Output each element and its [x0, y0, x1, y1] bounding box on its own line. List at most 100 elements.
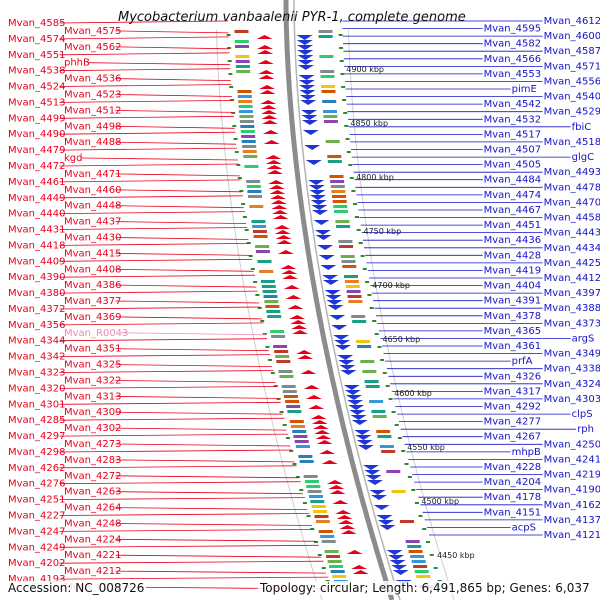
left-leader-line	[59, 68, 231, 72]
forward-gene	[326, 480, 343, 484]
reverse-gene	[320, 265, 337, 270]
forward-gene	[260, 105, 277, 109]
gene-feature	[344, 280, 359, 283]
reverse-gene	[389, 560, 406, 565]
right-gene-label: pimE	[512, 84, 537, 95]
left-gene-label: Mvan_4499	[8, 113, 65, 124]
gene-feature	[304, 480, 319, 483]
left-gene-label: Mvan_4248	[64, 519, 121, 530]
tick-mark	[232, 125, 237, 127]
forward-gene	[261, 120, 278, 124]
left-gene-label: Mvan_4221	[64, 550, 121, 561]
left-leader-line	[59, 20, 229, 24]
left-leader-line	[59, 370, 274, 373]
left-leader-line	[115, 475, 299, 479]
reverse-gene	[345, 395, 362, 400]
forward-gene	[274, 225, 291, 229]
left-gene-label: Mvan_4272	[64, 471, 121, 482]
forward-gene	[260, 100, 277, 104]
left-gene-label: Mvan_4263	[64, 487, 121, 498]
left-leader-line	[115, 46, 230, 50]
right-gene-label: Mvan_4595	[484, 24, 541, 35]
forward-gene	[314, 430, 331, 434]
gene-feature	[334, 210, 348, 213]
reverse-gene	[379, 525, 396, 530]
gene-feature	[381, 450, 396, 453]
forward-gene	[257, 45, 273, 49]
forward-gene	[256, 35, 273, 39]
gene-feature	[352, 320, 367, 323]
topology-text: Topology: circular; Length: 6,491,865 bp…	[258, 581, 592, 595]
right-gene-label: Mvan_4388	[544, 303, 600, 314]
gene-feature	[237, 90, 252, 93]
left-gene-label: Mvan_4323	[8, 368, 65, 379]
left-leader-line	[59, 306, 261, 310]
left-leader-line	[59, 354, 271, 357]
reverse-gene	[297, 55, 314, 60]
left-leader-line	[59, 290, 258, 294]
right-gene-label: Mvan_4582	[484, 39, 541, 50]
reverse-gene	[388, 555, 405, 560]
reverse-gene	[369, 490, 386, 495]
gene-feature	[346, 290, 361, 293]
reverse-gene	[296, 35, 313, 40]
right-gene-label: Mvan_4556	[544, 77, 600, 88]
kbp-mark: 4700 kbp	[372, 281, 410, 290]
tick-mark	[341, 86, 346, 88]
gene-feature	[322, 100, 337, 103]
gene-feature	[408, 550, 423, 553]
tick-mark	[255, 294, 260, 296]
right-gene-label: Mvan_4228	[484, 462, 541, 473]
forward-gene	[303, 385, 320, 389]
gene-feature	[289, 420, 304, 423]
tick-mark	[353, 203, 358, 205]
tick-mark	[422, 528, 427, 530]
reverse-gene	[310, 200, 327, 205]
right-gene-label: Mvan_4474	[484, 190, 541, 201]
forward-gene	[266, 165, 283, 169]
tick-mark	[239, 190, 244, 192]
gene-feature	[249, 205, 264, 208]
reverse-gene	[335, 345, 352, 350]
right-gene-label: Mvan_4478	[544, 182, 600, 193]
chromosome-backbone	[283, 0, 395, 600]
tick-mark	[404, 463, 409, 465]
gene-feature	[283, 395, 298, 398]
reverse-gene	[355, 435, 372, 440]
tick-mark	[227, 60, 232, 62]
forward-gene	[328, 485, 345, 489]
right-gene-label: Mvan_4365	[484, 326, 541, 337]
kbp-mark: 4850 kbp	[350, 119, 388, 128]
right-gene-label: Mvan_4378	[484, 311, 541, 322]
tick-mark	[282, 424, 287, 426]
tick-mark	[314, 541, 318, 543]
reverse-gene	[326, 300, 343, 305]
tick-mark	[231, 112, 236, 114]
inner-track	[216, 29, 323, 600]
gene-feature	[336, 225, 351, 228]
left-gene-label: Mvan_4262	[8, 463, 65, 474]
tick-mark	[260, 320, 265, 322]
gene-feature	[338, 240, 353, 243]
right-gene-label: Mvan_4587	[544, 46, 600, 57]
left-gene-label: phhB	[64, 58, 90, 69]
tick-mark	[374, 333, 379, 335]
gene-feature	[282, 390, 297, 393]
tick-mark	[358, 242, 363, 244]
left-leader-line	[115, 348, 269, 352]
tick-mark	[292, 463, 297, 465]
right-gene-label: Mvan_4303	[544, 394, 600, 405]
tick-mark	[285, 437, 290, 439]
tick-mark	[345, 138, 350, 140]
gene-feature	[321, 90, 336, 93]
forward-gene	[289, 315, 306, 319]
gene-feature	[327, 160, 342, 163]
gene-feature	[330, 185, 345, 188]
reverse-gene	[357, 445, 374, 450]
left-leader-line	[115, 538, 317, 542]
tick-mark	[299, 489, 304, 491]
gene-feature	[276, 360, 291, 363]
right-gene-label: Mvan_4458	[544, 213, 600, 224]
genome-backbone	[283, 0, 401, 600]
